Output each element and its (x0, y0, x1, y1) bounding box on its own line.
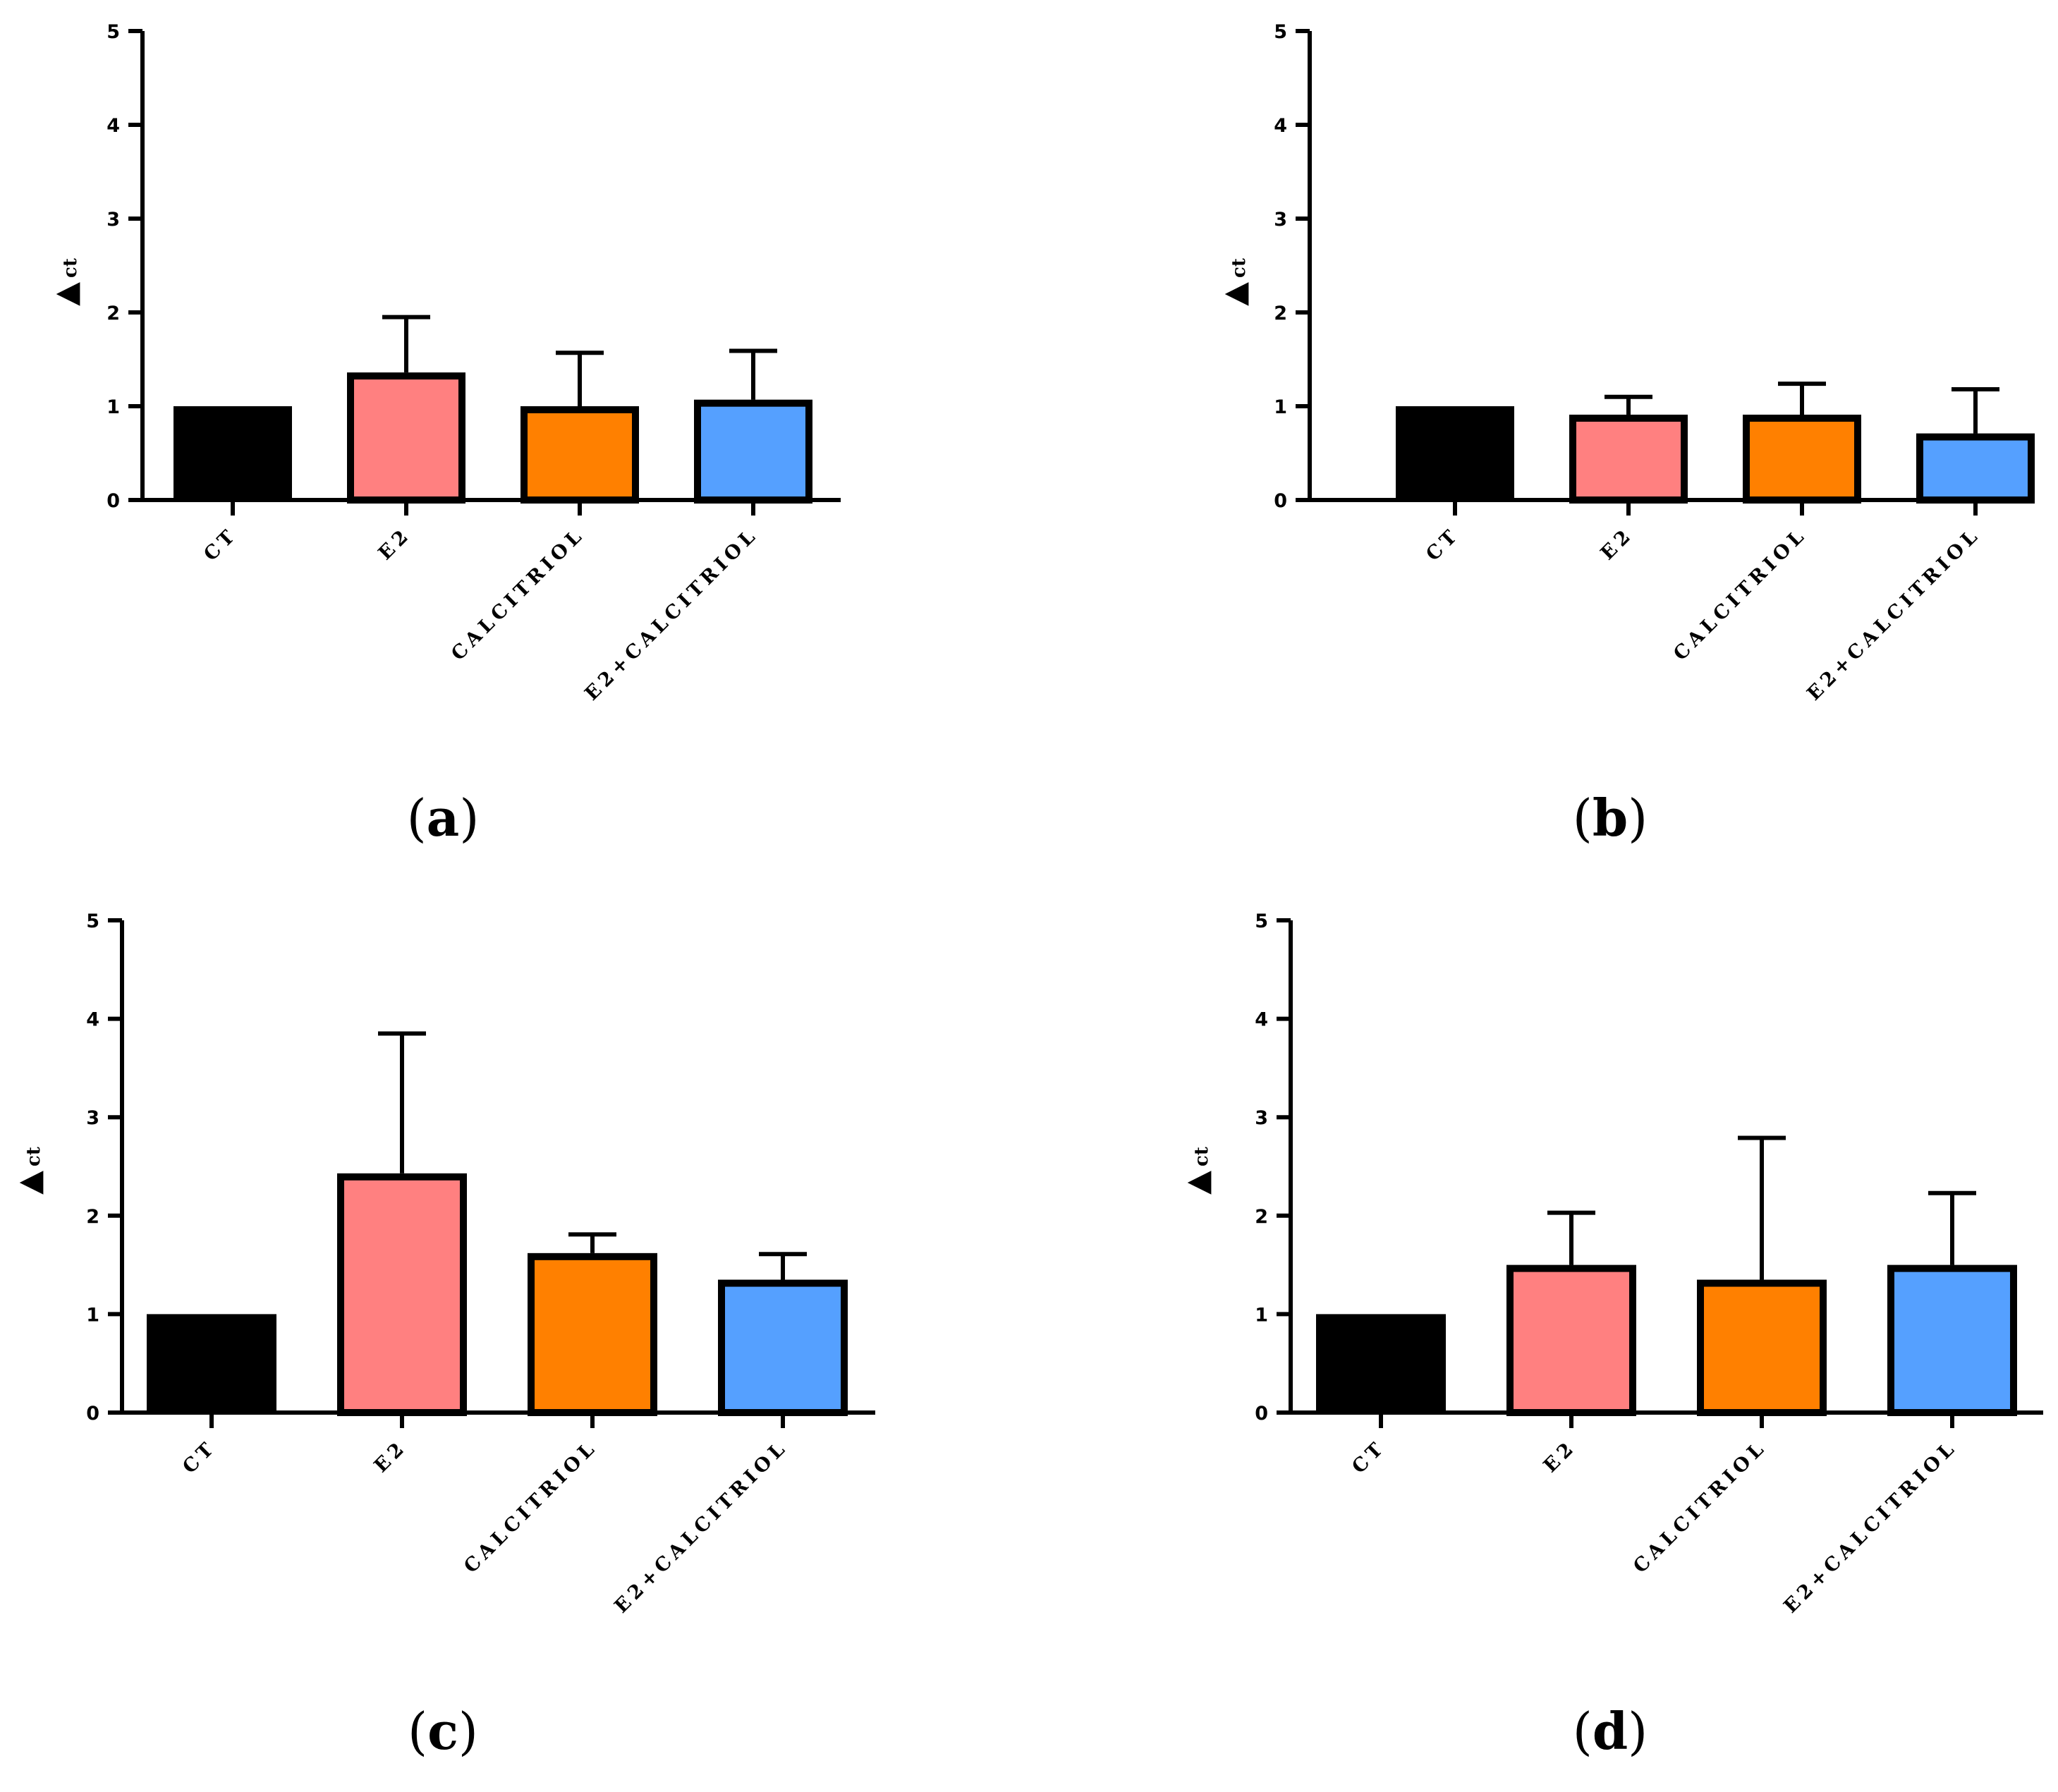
panel-a-category-label: E2+CALCITRIOL (580, 523, 762, 705)
panel-b-category-label: E2+CALCITRIOL (1803, 523, 1985, 705)
panel-a-ylabel-triangle: ▲ (48, 282, 84, 306)
panel-d-bar-1 (1316, 1314, 1446, 1413)
panel-c-category-label: E2+CALCITRIOL (610, 1436, 792, 1618)
panel-b-ytick-label: 2 (1274, 303, 1287, 324)
panel-c-ytick-label: 2 (86, 1206, 99, 1228)
panel-b-caption-close: ) (1628, 788, 1648, 848)
panel-d-y-axis-label: ▲ ct (1179, 1147, 1215, 1195)
panel-c-category-label: E2 (370, 1436, 411, 1477)
panel-c-ylabel-ct: ct (23, 1147, 44, 1166)
panel-a-ytick-label: 1 (106, 396, 120, 418)
panel-d-bar-3 (1697, 1279, 1827, 1417)
panel-b-ylabel-ct: ct (1229, 258, 1250, 278)
panel-d-ytick-label: 2 (1255, 1206, 1268, 1228)
panel-d-chart: 0 1 2 3 4 5 CT E2 CALCITRIOL E2+CALCITRIOL ▲ ct (d) (1179, 910, 2043, 1761)
panel-a-caption: (a) (407, 788, 480, 848)
panel-b-bar-1 (1396, 406, 1514, 500)
panel-a-caption-open: ( (407, 788, 427, 848)
panel-c-bar-3 (528, 1252, 657, 1417)
panel-b-y-axis-label: ▲ ct (1217, 258, 1253, 306)
panel-d-caption: (d) (1573, 1701, 1648, 1761)
panel-a-category-label: CALCITRIOL (447, 523, 589, 665)
panel-c-ylabel-triangle: ▲ (11, 1171, 47, 1195)
panel-a-bar-4 (694, 399, 812, 504)
panel-c-ytick-label: 1 (86, 1304, 99, 1326)
panel-c-category-label: CT (178, 1436, 221, 1478)
panel-a-caption-letter: a (427, 788, 460, 848)
panel-c-chart: 0 1 2 3 4 5 CT E2 CALCITRIOL E2+CALCITRIOL ▲ ct (c) (11, 910, 875, 1761)
panel-b-bar-3 (1743, 414, 1861, 504)
panel-b-category-label: CALCITRIOL (1669, 523, 1811, 665)
panel-a-bar-1 (173, 406, 292, 500)
panel-a-y-axis-label: ▲ ct (48, 258, 84, 306)
panel-c-caption: (c) (408, 1701, 478, 1761)
panel-b-caption: (b) (1573, 788, 1648, 848)
panel-d-ytick-label: 0 (1255, 1403, 1268, 1425)
panel-c-bar-2 (337, 1173, 467, 1416)
panel-a-category-label: CT (200, 523, 242, 566)
panel-a-ytick-label: 4 (106, 115, 120, 137)
panel-a-category-label: E2 (375, 523, 415, 564)
panel-d-caption-open: ( (1573, 1702, 1593, 1761)
panel-c-bar-4 (718, 1279, 848, 1417)
panel-b-category-label: CT (1422, 523, 1464, 566)
panel-d-ytick-label: 1 (1255, 1304, 1268, 1326)
panel-a-caption-close: ) (459, 788, 479, 848)
panel-b-ytick-label: 0 (1274, 490, 1287, 512)
panel-a-ytick-label: 2 (106, 303, 120, 324)
panel-a-ylabel-ct: ct (60, 258, 81, 278)
panel-c-y-axis-label: ▲ ct (11, 1147, 47, 1195)
panel-c-ytick-label: 5 (86, 910, 99, 932)
panel-a-ytick-label: 3 (106, 209, 120, 231)
panel-c-caption-close: ) (458, 1702, 478, 1761)
panel-a-bar-3 (520, 406, 639, 504)
panel-d-category-label: CT (1348, 1436, 1390, 1478)
panel-d-caption-close: ) (1628, 1702, 1648, 1761)
panel-c-ytick-label: 4 (86, 1009, 99, 1031)
panel-d-category-label: E2 (1540, 1436, 1581, 1477)
panel-b-caption-open: ( (1573, 788, 1593, 848)
panel-d-ytick-label: 3 (1255, 1107, 1268, 1129)
panel-c-caption-open: ( (408, 1702, 427, 1761)
panel-b-ytick-label: 3 (1274, 209, 1287, 231)
panel-d-category-label: CALCITRIOL (1629, 1436, 1771, 1578)
panel-d-ytick-label: 4 (1255, 1009, 1268, 1031)
panel-b-ytick-label: 1 (1274, 396, 1287, 418)
panel-b-ytick-label: 5 (1274, 21, 1287, 43)
panel-b-bar-2 (1569, 414, 1688, 504)
panel-d-ylabel-ct: ct (1191, 1147, 1212, 1166)
panel-d-bar-2 (1506, 1264, 1636, 1416)
panel-d-ytick-label: 5 (1255, 910, 1268, 932)
panel-d-caption-letter: d (1593, 1701, 1628, 1761)
panel-b-category-label: E2 (1597, 523, 1638, 564)
panel-c-caption-letter: c (427, 1701, 458, 1761)
panel-c-ytick-label: 3 (86, 1107, 99, 1129)
panel-a-bar-2 (347, 372, 465, 504)
panel-d-ylabel-triangle: ▲ (1179, 1171, 1215, 1195)
panel-b-ytick-label: 4 (1274, 115, 1287, 137)
panel-c-ytick-label: 0 (86, 1403, 99, 1425)
panel-b-ylabel-triangle: ▲ (1217, 282, 1253, 306)
panel-c-bar-1 (147, 1314, 276, 1413)
panel-a-ytick-label: 0 (106, 490, 120, 512)
panel-b-bar-4 (1916, 433, 2035, 504)
panel-d-bar-4 (1887, 1264, 2017, 1416)
panel-c-category-label: CALCITRIOL (460, 1436, 602, 1578)
panel-a-ytick-label: 5 (106, 21, 120, 43)
panel-b-caption-letter: b (1593, 788, 1628, 848)
panel-d-category-label: E2+CALCITRIOL (1779, 1436, 1961, 1618)
